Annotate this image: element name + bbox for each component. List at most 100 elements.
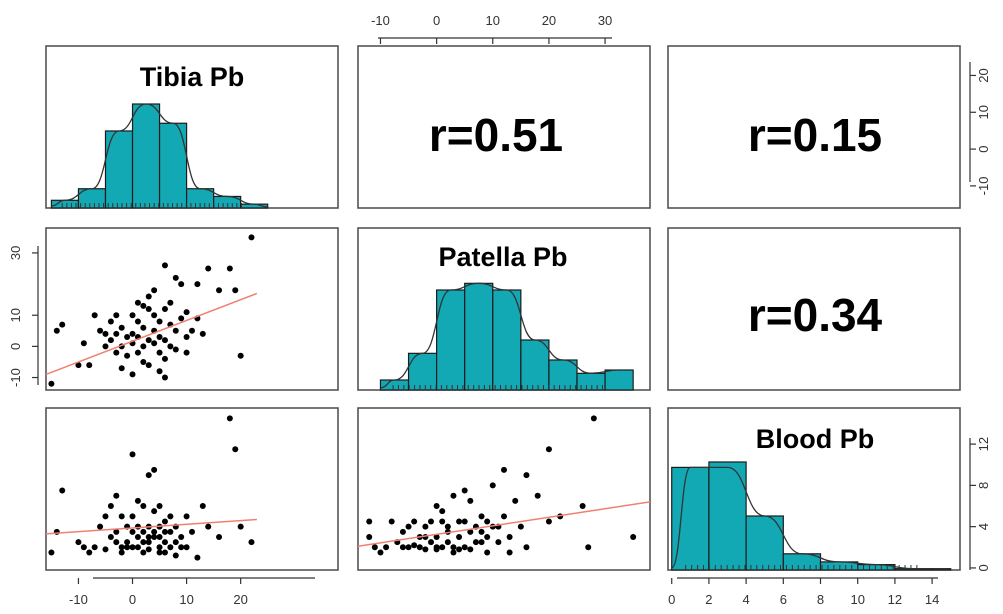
tibia_patella-point [102, 330, 109, 337]
tibia_blood-point [129, 528, 136, 535]
tibia_patella-point [172, 346, 179, 353]
tibia_patella-point [183, 349, 190, 356]
right-axis-tick-label: 12 [976, 437, 991, 451]
patella_blood-point [405, 523, 412, 530]
tibia_blood-point [118, 549, 125, 556]
patella_blood-point [416, 544, 423, 551]
tibia_patella-point [134, 299, 141, 306]
patella_blood-point [467, 528, 474, 535]
patella-hist-bar [548, 359, 578, 391]
tibia_patella-point [134, 318, 141, 325]
panel-corr-patella-blood [667, 227, 961, 391]
patella_blood-point [428, 539, 434, 546]
patella_blood-point [501, 466, 507, 473]
tibia_blood-point [113, 528, 120, 535]
tibia_blood-point [102, 546, 109, 553]
tibia_patella-point [140, 324, 147, 331]
patella_blood-point [377, 549, 384, 556]
tibia_blood-point [156, 549, 163, 556]
tibia_blood-point [161, 549, 168, 556]
bottom-axis-tick-label: 10 [179, 592, 193, 607]
tibia_patella-point [102, 343, 109, 350]
blood-hist-bar [745, 515, 784, 571]
tibia_patella-point [118, 324, 125, 331]
patella_blood-point [439, 518, 446, 525]
tibia_patella-point [226, 265, 233, 272]
tibia_blood-point [107, 503, 114, 510]
tibia_patella-point [232, 287, 239, 294]
tibia_patella-point [183, 334, 190, 341]
patella_blood-point [545, 446, 552, 453]
tibia_blood-point [145, 533, 152, 540]
patella-density-curve [380, 282, 620, 389]
bottom-axis-tick-label: 12 [888, 592, 902, 607]
patella_blood-point [478, 539, 485, 546]
patella_blood-point [461, 518, 468, 525]
tibia_blood-point [189, 528, 195, 535]
tibia_blood-point [145, 546, 152, 553]
tibia_blood-point [167, 544, 174, 551]
tibia_blood-point [151, 533, 158, 540]
patella_blood-point [450, 544, 457, 551]
right-axis-tick-label: 8 [976, 482, 991, 489]
patella_blood-point [461, 544, 468, 551]
patella_blood-point [484, 518, 491, 525]
tibia_blood-point [194, 554, 201, 561]
patella-hist-bar [604, 369, 634, 391]
tibia_patella-point [161, 337, 168, 344]
patella_blood-point [523, 472, 530, 479]
tibia_patella-point [140, 302, 147, 309]
right-axis-tick-label: -10 [976, 177, 991, 196]
patella_blood-point [428, 518, 434, 525]
tibia_patella-point [151, 287, 158, 294]
tibia_blood-point [145, 539, 152, 546]
patella_blood-point [422, 523, 429, 530]
title-tibia: Tibia Pb [140, 62, 245, 92]
right-axis-tick-label: 4 [976, 523, 991, 530]
tibia_blood-point [216, 533, 223, 540]
tibia_patella-point [178, 315, 185, 322]
patella_blood-point [411, 518, 418, 525]
tibia_blood-point [75, 539, 82, 546]
tibia_blood-point [156, 503, 163, 510]
tibia_patella-point [205, 265, 212, 272]
patella_blood-point [411, 542, 418, 549]
patella_blood-point [405, 544, 412, 551]
tibia_patella-point [167, 343, 174, 350]
left-axis-tick-label: -10 [8, 368, 23, 387]
tibia_patella-point [53, 327, 60, 334]
tibia_blood-point [161, 539, 168, 546]
tibia_patella-point [189, 327, 195, 334]
right-axis-tick-label: 0 [976, 564, 991, 571]
tibia_blood-point [167, 513, 174, 520]
tibia_patella-point [161, 374, 168, 381]
tibia_patella-point [97, 327, 104, 334]
tibia_blood-point [118, 513, 125, 520]
top-axis-tick-label: -10 [371, 13, 390, 28]
title-blood: Blood Pb [756, 424, 874, 454]
patella_blood-point [388, 518, 395, 525]
tibia_blood-point [151, 528, 158, 535]
tibia_blood-fit-line [45, 518, 257, 535]
tibia_blood-point [145, 472, 152, 479]
patella_blood-point [467, 497, 474, 504]
tibia_blood-point [97, 523, 104, 530]
patella_blood-point [523, 544, 530, 551]
tibia_patella-point [237, 352, 244, 359]
patella-hist-bar [492, 289, 522, 391]
tibia_blood-point [205, 523, 212, 530]
tibia_blood-point [178, 533, 185, 540]
tibia_blood-point [134, 544, 141, 551]
tibia_patella-point [172, 327, 179, 334]
tibia_blood-point [124, 539, 131, 546]
patella_blood-point [371, 544, 378, 551]
panel-corr-tibia-blood [667, 45, 961, 209]
tibia_patella-point [124, 352, 131, 359]
tibia_blood-point [113, 539, 120, 546]
tibia_patella-point [151, 340, 158, 347]
patella_blood-point [579, 503, 586, 510]
left-axis-tick-label: 30 [8, 246, 23, 260]
tibia_blood-point [134, 497, 141, 504]
tibia_patella-point [161, 355, 168, 362]
